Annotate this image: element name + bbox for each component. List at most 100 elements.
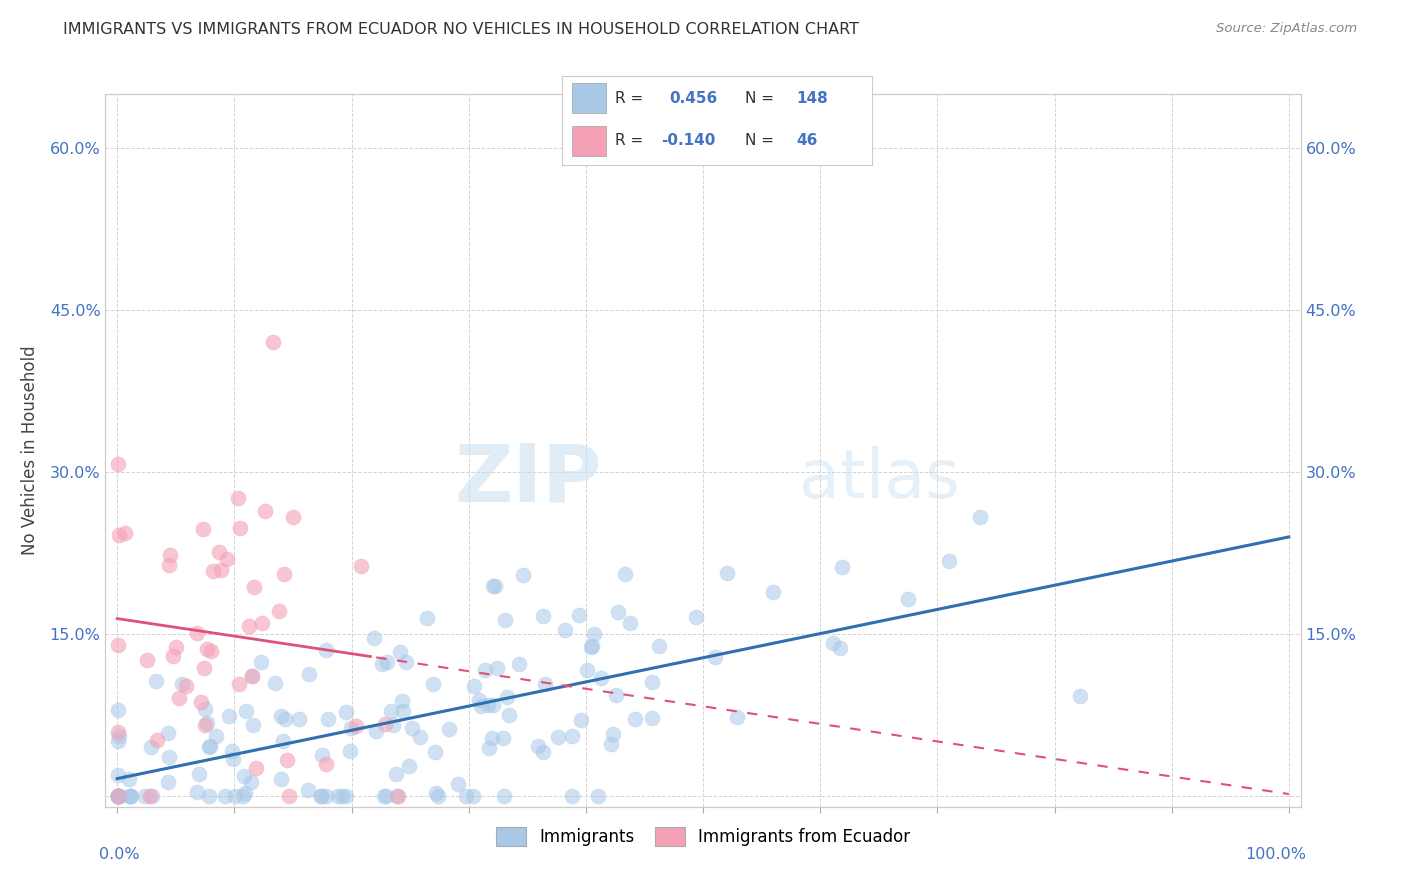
Point (209, 563, 232, 577)
Point (187, 767, 209, 781)
Point (276, 753, 298, 767)
Point (195, 715, 218, 730)
Point (107, 458, 129, 472)
Point (198, 739, 221, 753)
Point (575, 664, 598, 678)
Point (233, 787, 256, 801)
Text: 100.0%: 100.0% (1246, 847, 1306, 862)
Point (191, 522, 214, 536)
Text: 148: 148 (796, 91, 828, 106)
Point (278, 789, 301, 804)
Point (118, 789, 141, 804)
Point (224, 789, 246, 804)
Point (287, 712, 309, 726)
Point (582, 627, 605, 641)
Point (232, 769, 254, 783)
Point (326, 789, 349, 804)
Point (364, 723, 387, 738)
Point (332, 789, 354, 804)
Point (481, 698, 503, 713)
Point (527, 739, 550, 753)
Point (222, 752, 245, 766)
Point (239, 775, 262, 789)
Point (242, 717, 264, 731)
Point (218, 709, 240, 723)
Point (600, 737, 623, 751)
Text: atlas: atlas (799, 446, 959, 512)
Point (167, 690, 190, 705)
Point (198, 739, 221, 754)
Point (157, 750, 180, 764)
Point (831, 560, 853, 574)
Point (486, 661, 509, 675)
Point (344, 719, 367, 733)
Text: 0.0%: 0.0% (100, 847, 141, 862)
Point (409, 730, 432, 744)
Point (624, 712, 647, 726)
Point (335, 706, 357, 720)
Point (194, 702, 217, 716)
Point (427, 789, 450, 804)
Point (896, 592, 918, 607)
Point (547, 731, 569, 745)
Point (602, 727, 624, 741)
Point (391, 694, 413, 708)
Point (316, 712, 339, 726)
Point (238, 619, 260, 633)
Point (232, 789, 254, 804)
Point (461, 789, 484, 804)
Point (401, 721, 423, 735)
Point (297, 666, 319, 681)
Point (120, 789, 142, 804)
Point (208, 545, 231, 559)
Point (156, 775, 179, 789)
Text: 0.456: 0.456 (669, 91, 717, 106)
Point (335, 789, 357, 804)
Point (380, 704, 402, 718)
Point (165, 640, 187, 654)
Point (193, 660, 215, 674)
Point (561, 729, 583, 743)
Point (568, 607, 591, 622)
Point (725, 710, 748, 724)
Point (202, 564, 225, 578)
Point (107, 789, 129, 804)
Point (371, 657, 394, 672)
Point (145, 673, 167, 688)
Text: ZIP: ZIP (454, 440, 602, 518)
Point (240, 669, 263, 683)
Point (648, 640, 671, 654)
Bar (572, 126, 606, 156)
Point (139, 789, 162, 804)
Point (581, 640, 603, 654)
Point (508, 657, 530, 671)
Point (250, 655, 273, 669)
Point (387, 789, 409, 804)
Point (243, 580, 266, 594)
Point (607, 605, 630, 619)
Point (311, 747, 333, 762)
Point (591, 671, 613, 685)
Point (374, 717, 396, 731)
Point (350, 558, 373, 573)
Point (107, 789, 129, 804)
Point (389, 645, 412, 659)
Point (437, 723, 460, 737)
Point (492, 789, 515, 804)
Point (374, 789, 396, 804)
Point (107, 703, 129, 717)
Text: 46: 46 (796, 133, 817, 148)
Point (482, 579, 505, 593)
Point (423, 745, 446, 759)
Point (447, 777, 470, 791)
Point (385, 789, 408, 804)
Point (262, 335, 284, 350)
Point (762, 585, 785, 599)
Point (229, 521, 252, 535)
Point (118, 772, 141, 786)
Point (494, 613, 516, 627)
Point (830, 640, 852, 655)
Point (108, 789, 131, 804)
Point (214, 789, 236, 804)
Point (145, 732, 167, 747)
